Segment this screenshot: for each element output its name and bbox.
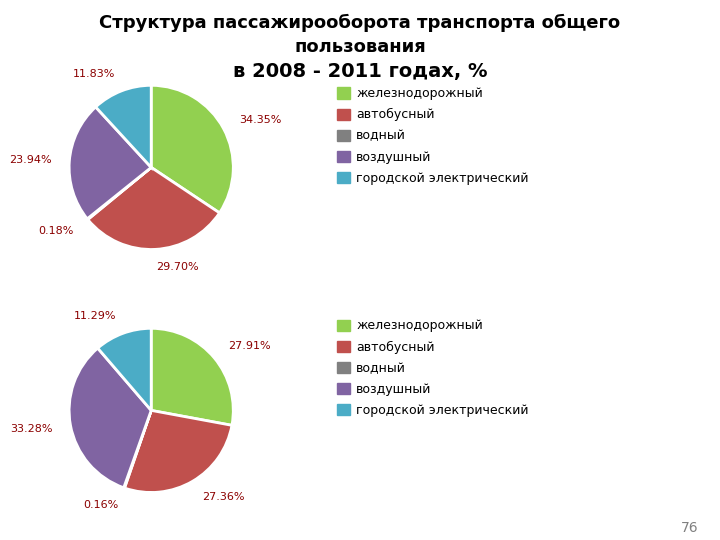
Wedge shape bbox=[151, 85, 233, 213]
Wedge shape bbox=[98, 328, 151, 410]
Text: 11.83%: 11.83% bbox=[73, 69, 114, 79]
Text: Структура пассажирооборота транспорта общего: Структура пассажирооборота транспорта об… bbox=[99, 14, 621, 32]
Text: 34.35%: 34.35% bbox=[240, 115, 282, 125]
Text: 0.16%: 0.16% bbox=[83, 500, 118, 510]
Text: 29.70%: 29.70% bbox=[156, 262, 199, 272]
Text: 11.29%: 11.29% bbox=[74, 312, 117, 321]
Wedge shape bbox=[151, 328, 233, 426]
Wedge shape bbox=[88, 167, 220, 249]
Legend: железнодорожный, автобусный, водный, воздушный, городской электрический: железнодорожный, автобусный, водный, воз… bbox=[338, 320, 528, 417]
Wedge shape bbox=[125, 410, 232, 492]
Legend: железнодорожный, автобусный, водный, воздушный, городской электрический: железнодорожный, автобусный, водный, воз… bbox=[338, 87, 528, 185]
Text: 33.28%: 33.28% bbox=[10, 424, 53, 434]
Text: 23.94%: 23.94% bbox=[9, 155, 51, 165]
Text: пользования: пользования bbox=[294, 38, 426, 56]
Wedge shape bbox=[124, 410, 151, 488]
Text: 0.18%: 0.18% bbox=[38, 226, 73, 235]
Wedge shape bbox=[69, 107, 151, 219]
Wedge shape bbox=[96, 85, 151, 167]
Text: 27.91%: 27.91% bbox=[228, 341, 271, 352]
Wedge shape bbox=[87, 167, 151, 220]
Text: в 2008 - 2011 годах, %: в 2008 - 2011 годах, % bbox=[233, 62, 487, 81]
Text: 76: 76 bbox=[681, 521, 698, 535]
Text: 27.36%: 27.36% bbox=[202, 492, 244, 502]
Wedge shape bbox=[69, 348, 151, 488]
